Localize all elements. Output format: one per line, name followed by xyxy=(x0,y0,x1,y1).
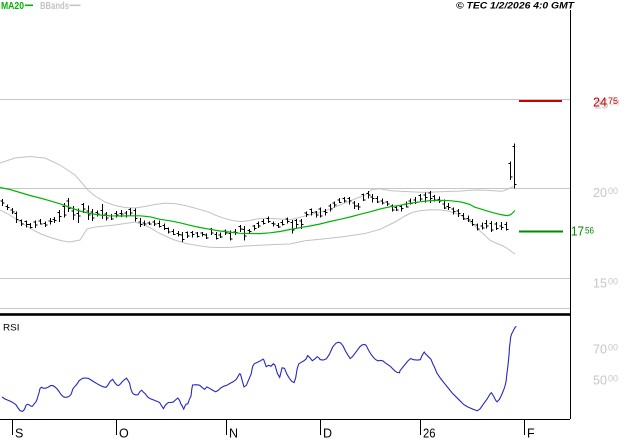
svg-text:00: 00 xyxy=(608,343,618,354)
svg-text:17: 17 xyxy=(571,225,584,239)
svg-text:00: 00 xyxy=(608,186,618,197)
svg-text:70: 70 xyxy=(593,343,607,357)
svg-text:00: 00 xyxy=(608,374,618,385)
svg-text:BBands: BBands xyxy=(40,0,69,12)
svg-text:RSI: RSI xyxy=(3,323,20,334)
svg-text:N: N xyxy=(229,427,238,440)
svg-text:20: 20 xyxy=(593,186,607,200)
svg-text:00: 00 xyxy=(610,98,620,109)
svg-text:75: 75 xyxy=(608,96,618,107)
svg-text:24: 24 xyxy=(593,96,607,110)
svg-text:MA20: MA20 xyxy=(1,0,24,12)
svg-text:25: 25 xyxy=(595,98,609,112)
svg-text:F: F xyxy=(527,427,535,440)
svg-text:15: 15 xyxy=(593,277,607,291)
svg-text:© TEC 1/2/2026 4:0 GMT: © TEC 1/2/2026 4:0 GMT xyxy=(456,1,575,12)
svg-text:O: O xyxy=(119,427,129,440)
svg-text:56: 56 xyxy=(585,225,594,236)
svg-text:D: D xyxy=(323,427,332,440)
svg-text:26: 26 xyxy=(423,427,436,440)
svg-text:S: S xyxy=(15,427,23,440)
svg-text:00: 00 xyxy=(608,277,618,288)
svg-text:50: 50 xyxy=(593,374,607,388)
